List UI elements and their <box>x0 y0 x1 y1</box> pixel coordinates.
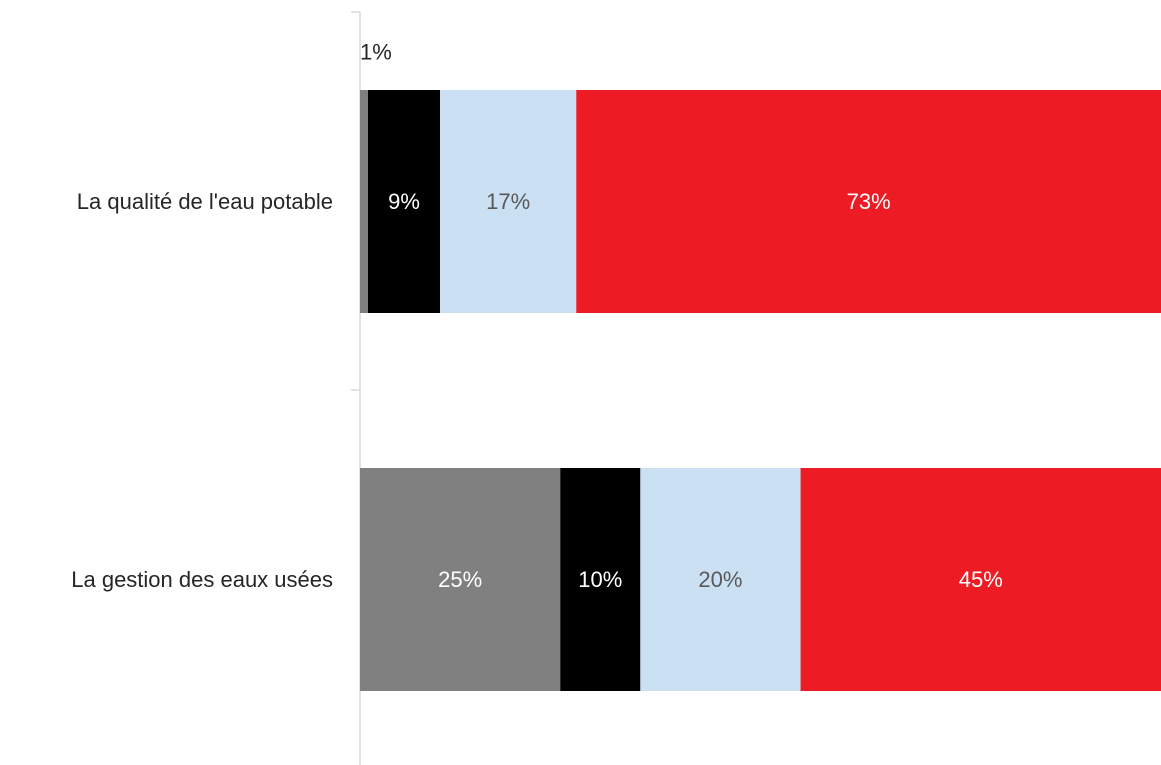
data-label: 20% <box>698 567 742 592</box>
data-label: 45% <box>959 567 1003 592</box>
data-label: 25% <box>438 567 482 592</box>
data-label: 9% <box>388 189 420 214</box>
category-labels: La qualité de l'eau potable La gestion de… <box>71 189 333 592</box>
bar-segment <box>360 90 369 313</box>
data-label: 17% <box>486 189 530 214</box>
data-label: 1% <box>360 40 392 65</box>
category-label-la-qualite-de-l-eau-potable: La qualité de l'eau potable <box>77 189 333 214</box>
bar-segments <box>360 90 1161 691</box>
bar-segment <box>360 468 561 691</box>
category-axis <box>351 11 361 765</box>
bar-segment <box>800 468 1161 691</box>
data-labels: 1% 9% 17% 73% 25% 10% 20% 45% <box>360 40 1003 593</box>
bar-segment <box>560 468 641 691</box>
bar-segment <box>576 90 1161 313</box>
bar-segment <box>640 468 801 691</box>
category-label-la-gestion-des-eaux-usees: La gestion des eaux usées <box>71 567 333 592</box>
bar-segment <box>368 90 441 313</box>
bar-segment <box>440 90 577 313</box>
data-label: 10% <box>578 567 622 592</box>
data-label: 73% <box>847 189 891 214</box>
